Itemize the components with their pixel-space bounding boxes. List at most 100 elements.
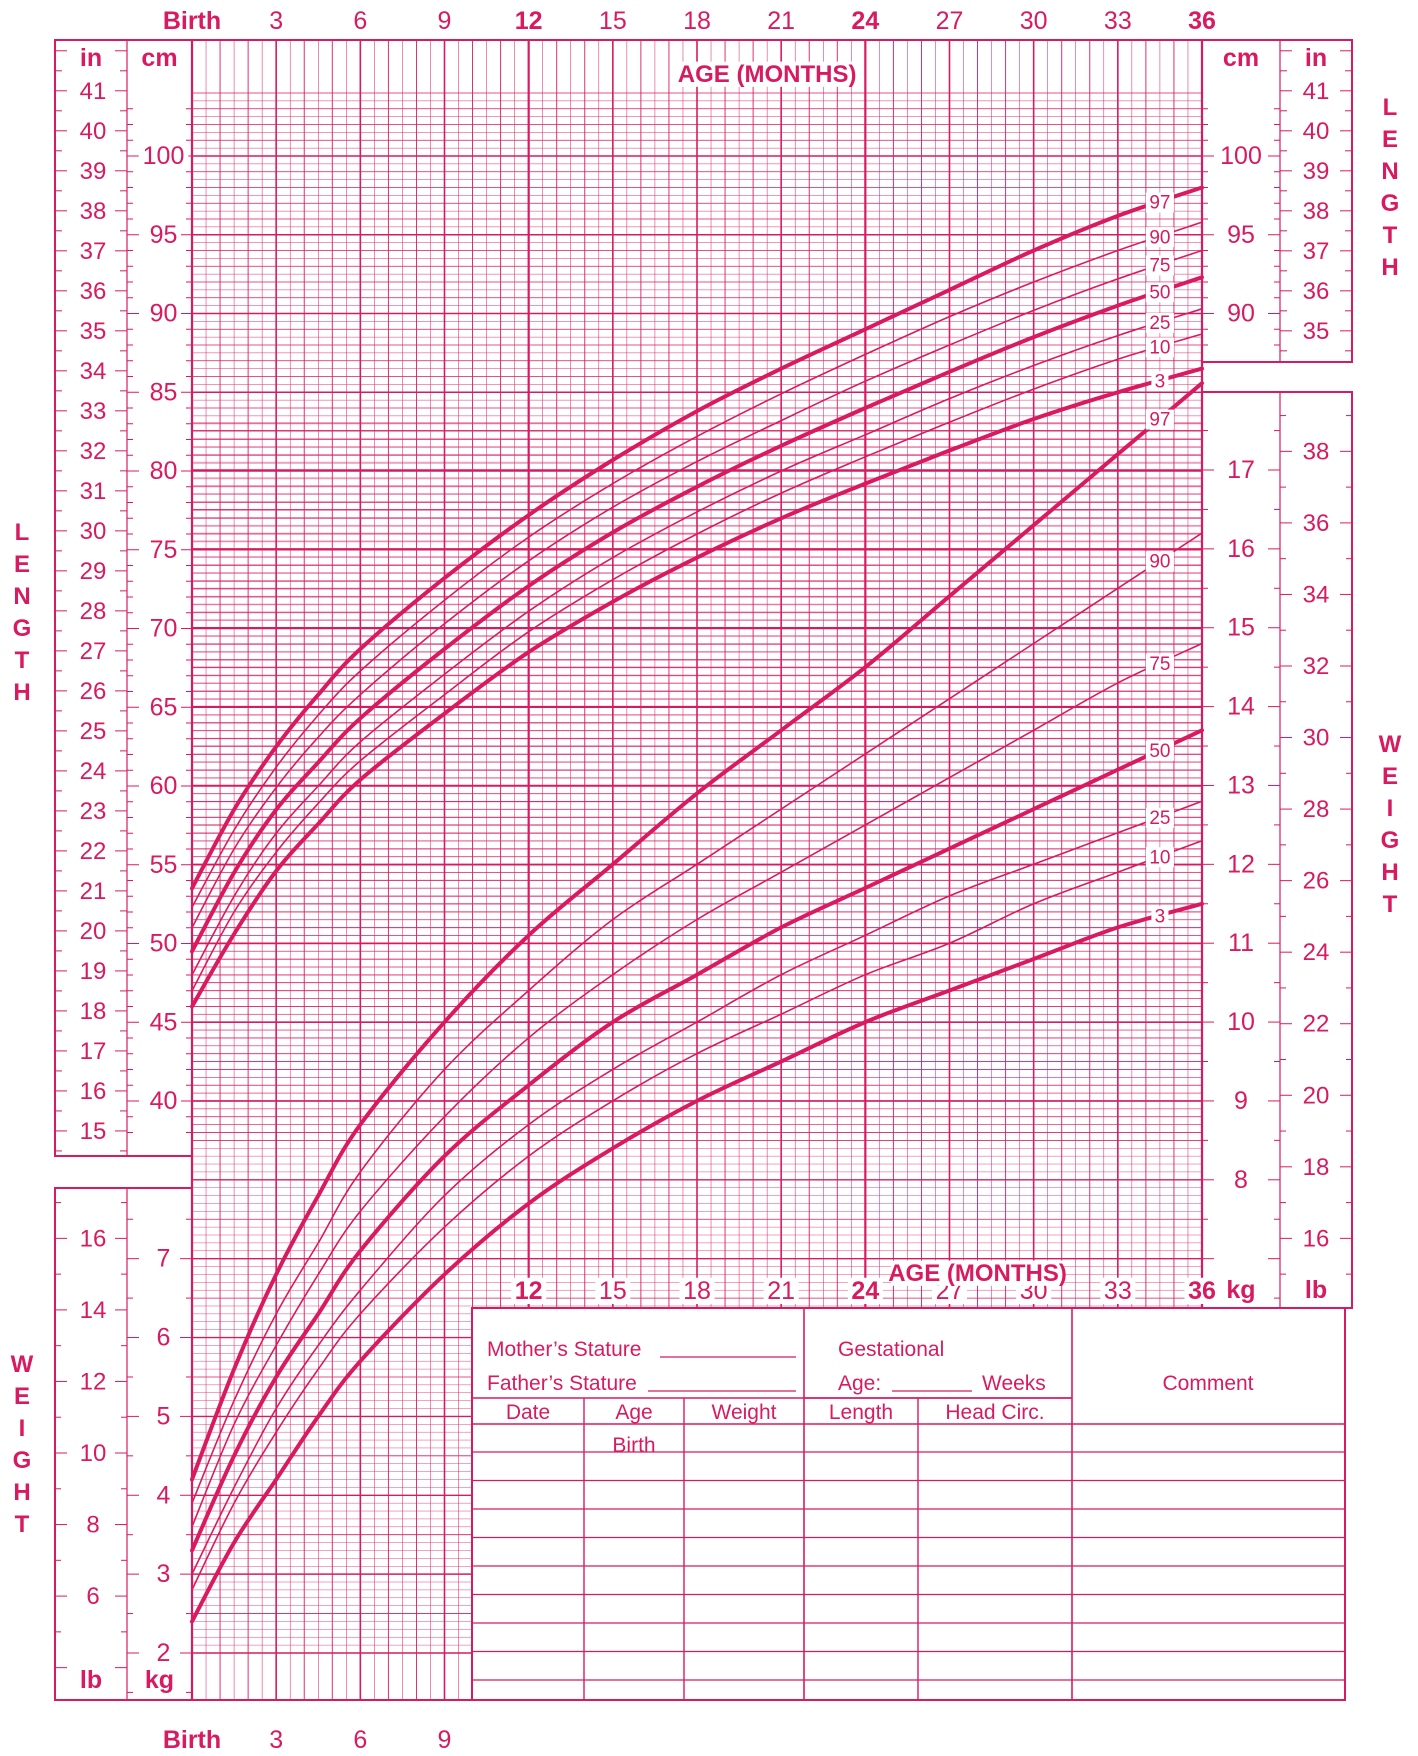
inch-label-bg — [76, 838, 110, 864]
length-axis-title-letter: H — [1381, 254, 1398, 281]
cm-label: 40 — [150, 1087, 178, 1115]
inch-label-bg — [76, 1118, 110, 1144]
length-percentile-50-label: 50 — [1149, 282, 1170, 303]
inch-label-bg — [76, 78, 110, 104]
length-axis-title-letter: T — [1383, 222, 1398, 249]
cm-label: 95 — [150, 221, 178, 249]
month-label-mid: 36 — [1188, 1277, 1216, 1305]
inch-label-bg — [76, 478, 110, 504]
inch-label: 38 — [1303, 198, 1330, 225]
inch-label-bg — [76, 798, 110, 824]
weight-percentile-25-label: 25 — [1149, 808, 1170, 829]
inch-label-bg — [1299, 278, 1333, 304]
inch-label-bg — [76, 998, 110, 1024]
month-label-mid-bg — [847, 1277, 883, 1304]
inch-label: 32 — [80, 438, 107, 465]
inch-label: 39 — [80, 158, 107, 185]
inch-label: 26 — [80, 678, 107, 705]
lb-label-bg — [1299, 510, 1333, 536]
inch-label: 22 — [80, 838, 107, 865]
length-percentile-75-label-bg — [1145, 255, 1174, 276]
kg-label: 11 — [1228, 929, 1254, 957]
form-column-header: Length — [829, 1401, 893, 1424]
length-percentile-90-label: 90 — [1149, 227, 1170, 248]
kg-label-bg — [1223, 614, 1259, 641]
lb-label: 20 — [1303, 1082, 1330, 1109]
lb-unit-label: lb — [80, 1666, 102, 1694]
lb-label: 30 — [1303, 725, 1330, 752]
length-percentile-90-label-bg — [1145, 227, 1174, 248]
inch-label-bg — [76, 638, 110, 664]
cm-label: 100 — [1220, 142, 1262, 170]
kg-label: 7 — [157, 1245, 171, 1273]
weight-percentile-90-label: 90 — [1149, 552, 1170, 573]
length-percentile-25-line — [191, 308, 1203, 976]
month-label-bottom: Birth — [163, 1726, 221, 1754]
length-percentile-75-label: 75 — [1149, 256, 1170, 277]
chart-axes: 1516171819202122232425262728293031323334… — [54, 39, 1353, 1701]
inch-label: 17 — [80, 1038, 107, 1065]
cm-label: 50 — [150, 930, 178, 958]
weight-axis-title-letter: W — [11, 1351, 34, 1378]
weight-percentile-75-label-bg — [1145, 654, 1174, 675]
lb-label: 24 — [1303, 939, 1330, 966]
lb-label: 26 — [1303, 868, 1330, 895]
inch-label-bg — [76, 758, 110, 784]
inch-label-bg — [76, 1078, 110, 1104]
month-label-top: 36 — [1188, 7, 1216, 35]
weight-axis-title-letter: G — [13, 1447, 32, 1474]
cm-label-bg — [1216, 142, 1266, 169]
cm-label-bg — [146, 772, 181, 799]
inch-label: 27 — [80, 638, 107, 665]
inch-label-bg — [76, 678, 110, 704]
kg-label-bg — [1223, 693, 1259, 720]
cm-label: 85 — [150, 378, 178, 406]
kg-label-bg — [1230, 1087, 1252, 1114]
inch-label-bg — [76, 598, 110, 624]
inch-label-bg — [76, 398, 110, 424]
inch-label: 29 — [80, 558, 107, 585]
length-percentile-97-label: 97 — [1149, 193, 1170, 214]
lb-label: 8 — [86, 1512, 99, 1539]
lb-label: 22 — [1303, 1011, 1330, 1038]
cm-label: 95 — [1227, 221, 1255, 249]
inch-label-bg — [76, 1038, 110, 1064]
lb-label: 32 — [1303, 653, 1330, 680]
kg-label: 13 — [1227, 771, 1255, 799]
lb-label-bg — [1299, 1225, 1333, 1252]
inch-label-bg — [76, 918, 110, 944]
weight-percentile-10-line — [191, 839, 1203, 1591]
lb-unit-label: lb — [1305, 1276, 1327, 1304]
inch-label-bg — [1299, 118, 1333, 144]
lb-label-bg — [1299, 796, 1333, 822]
inch-label: 33 — [80, 398, 107, 425]
month-label-bottom: 3 — [269, 1726, 283, 1754]
cm-label: 65 — [150, 693, 178, 721]
comment-label: Comment — [1162, 1372, 1253, 1395]
lb-label: 16 — [80, 1225, 107, 1252]
weight-axis-title-letter: H — [13, 1479, 30, 1506]
cm-label-bg — [146, 615, 181, 642]
cm-label: 90 — [1227, 300, 1255, 328]
lb-label: 34 — [1303, 581, 1330, 608]
weight-axis-title-letter: W — [1379, 731, 1402, 758]
right-length-scale — [1201, 39, 1353, 363]
length-percentile-50-label-bg — [1145, 282, 1174, 303]
cm-label: 90 — [150, 300, 178, 328]
inch-unit-label: in — [1305, 44, 1327, 72]
inch-label-bg — [1299, 158, 1333, 184]
weight-percentile-3-line — [190, 901, 1204, 1624]
lb-label-bg — [1299, 1011, 1333, 1037]
inch-label: 15 — [80, 1118, 107, 1145]
month-label-top: 24 — [851, 7, 879, 35]
length-axis-title-letter: E — [1382, 126, 1398, 153]
cm-label-bg — [146, 221, 181, 248]
inch-label-bg — [76, 878, 110, 904]
length-axis-title-letter: L — [15, 519, 30, 546]
month-label-mid-bg — [1184, 1277, 1220, 1304]
cm-label: 100 — [143, 142, 185, 170]
length-percentile-3-label: 3 — [1155, 371, 1166, 392]
month-label-mid-bg — [763, 1277, 799, 1304]
